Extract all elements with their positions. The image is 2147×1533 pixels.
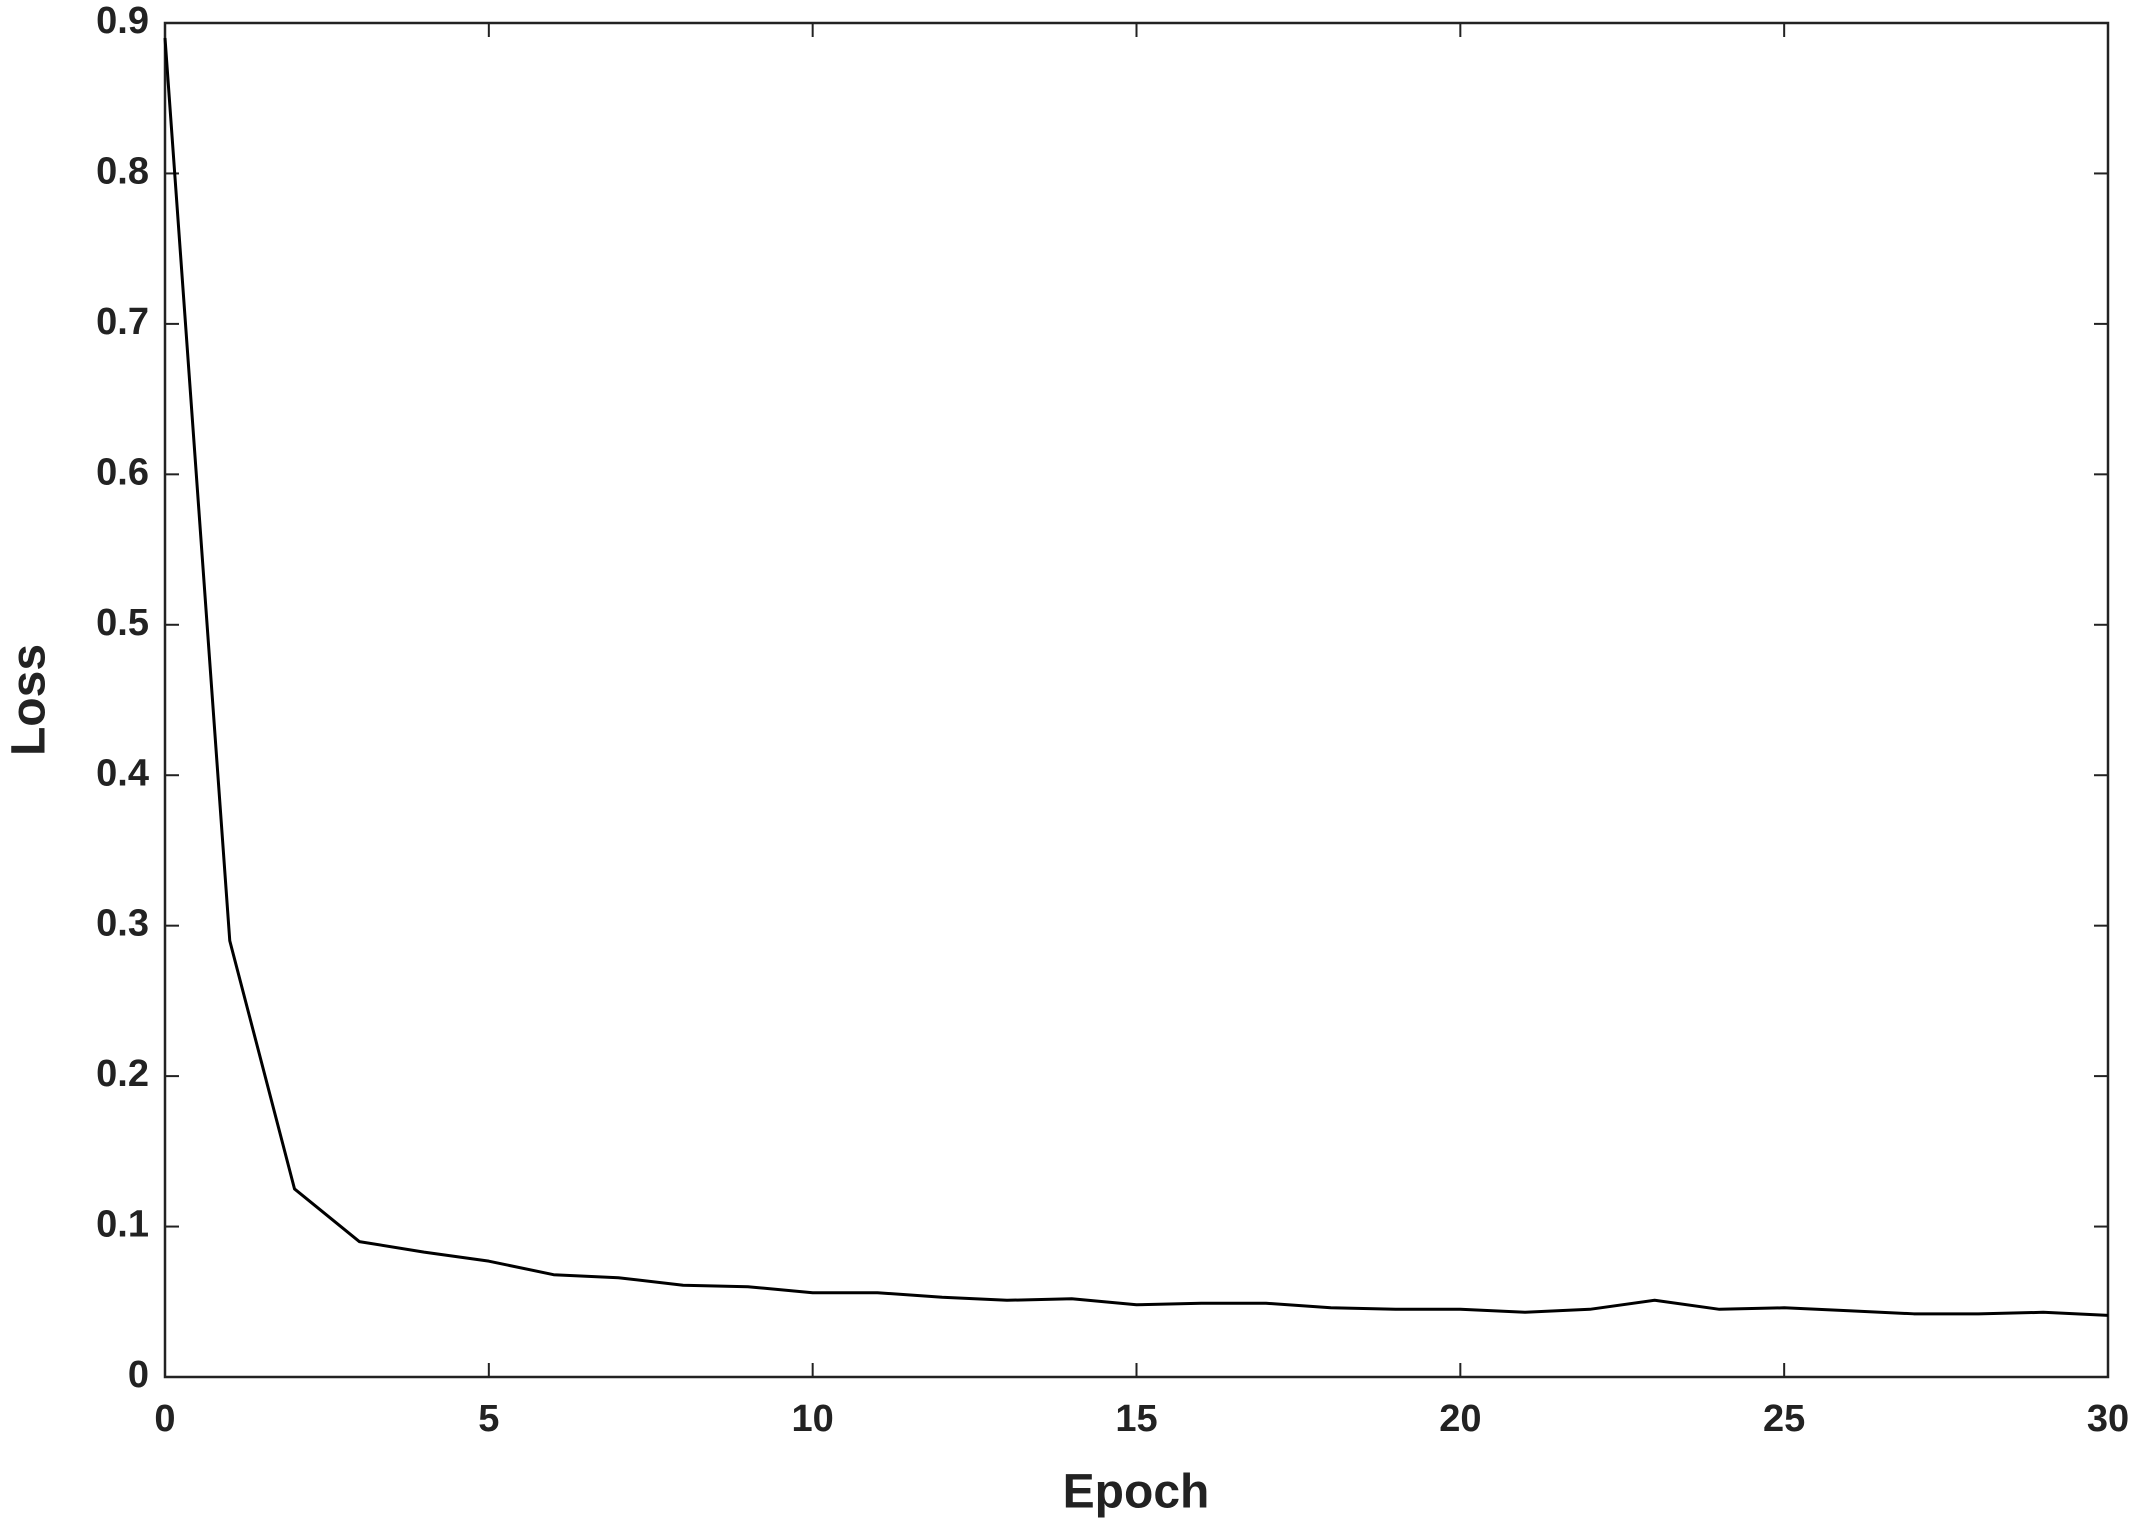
x-tick-label: 30 xyxy=(2087,1398,2129,1440)
y-tick-label: 0 xyxy=(128,1354,149,1396)
y-tick-label: 0.9 xyxy=(96,0,149,42)
y-tick-label: 0.2 xyxy=(96,1053,149,1095)
y-tick-label: 0.1 xyxy=(96,1204,149,1246)
x-tick-label: 15 xyxy=(1115,1398,1157,1440)
x-tick-label: 10 xyxy=(792,1398,834,1440)
loss-line xyxy=(163,37,2109,1317)
y-tick-label: 0.5 xyxy=(96,602,149,644)
y-tick-label: 0.8 xyxy=(96,150,149,192)
y-tick-label: 0.4 xyxy=(96,752,149,794)
x-tick-label: 0 xyxy=(154,1398,175,1440)
x-tick-label: 20 xyxy=(1439,1398,1481,1440)
plot-frame xyxy=(163,21,2110,1379)
x-tick-label: 5 xyxy=(478,1398,499,1440)
y-tick-label: 0.3 xyxy=(96,903,149,945)
y-axis-label: Loss xyxy=(3,644,56,756)
y-tick-label: 0.7 xyxy=(96,301,149,343)
x-axis-label: Epoch xyxy=(1063,1466,1210,1519)
y-tick-label: 0.6 xyxy=(96,451,149,493)
x-tick-label: 25 xyxy=(1763,1398,1805,1440)
